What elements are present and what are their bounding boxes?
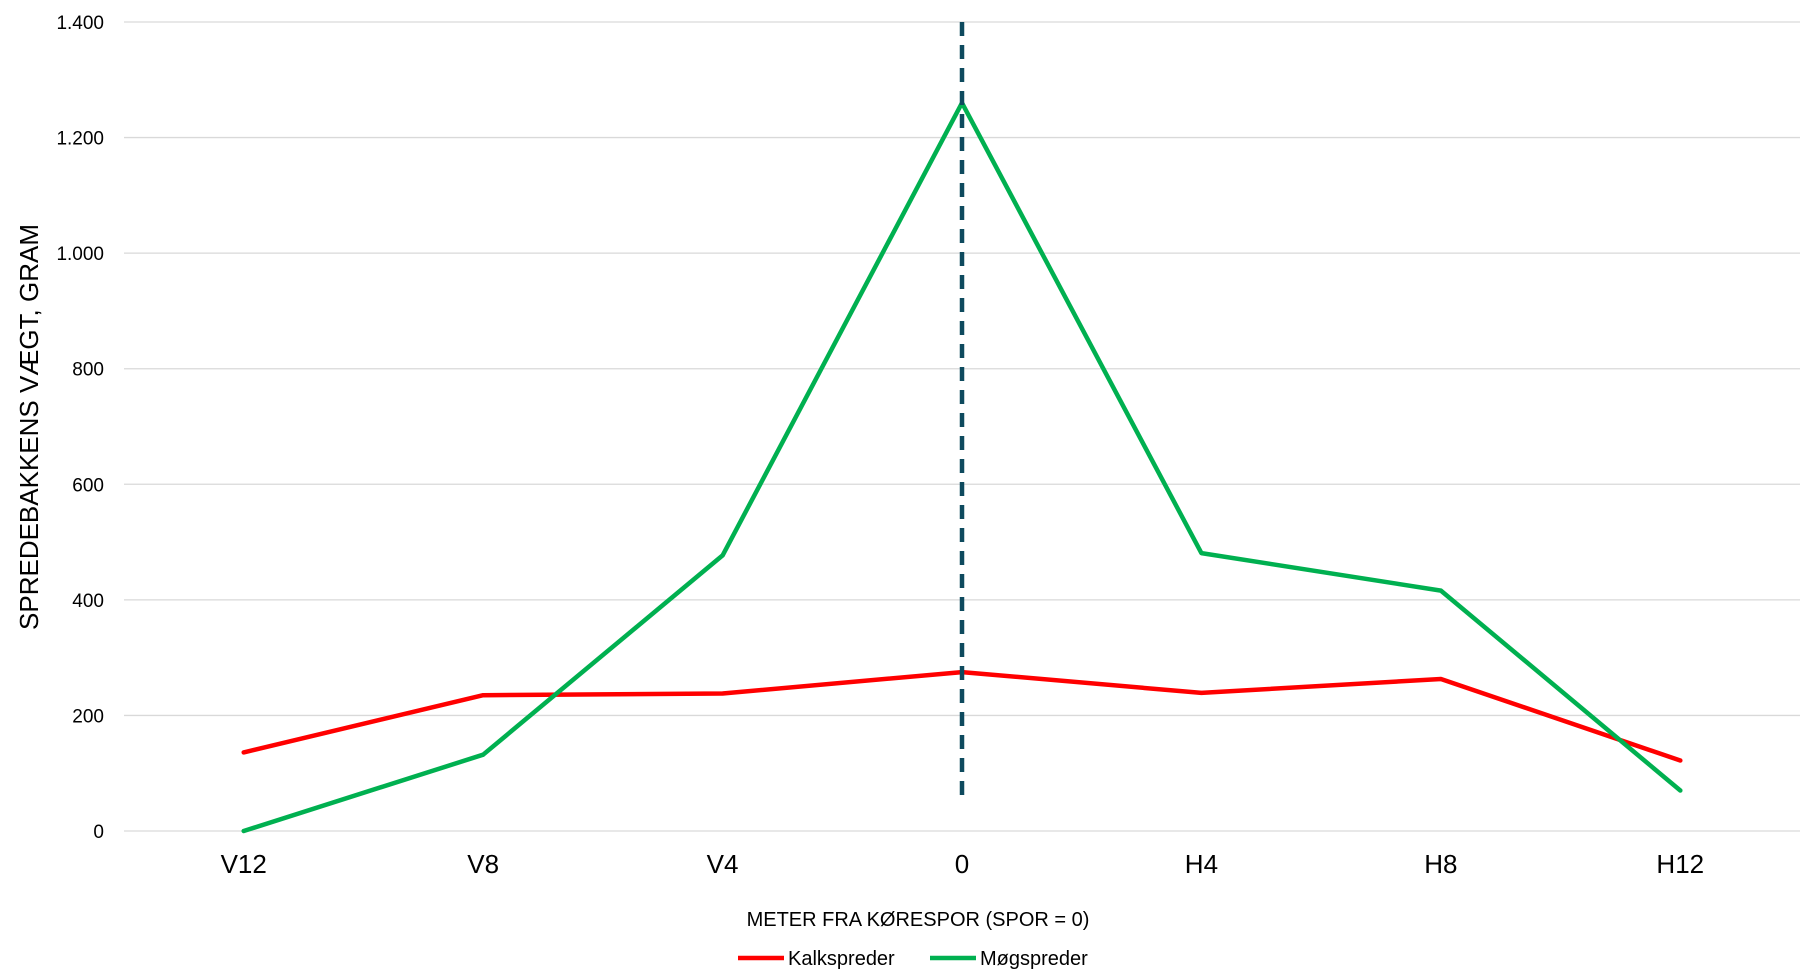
y-tick-label: 200 (72, 706, 104, 727)
x-tick-label: H12 (1656, 849, 1704, 879)
data-point (1438, 677, 1443, 682)
y-tick-label: 1.400 (56, 13, 104, 34)
data-point (1438, 588, 1443, 593)
x-tick-label: V8 (467, 849, 499, 879)
x-tick-label: 0 (955, 849, 969, 879)
data-point (720, 691, 725, 696)
data-point (241, 829, 246, 833)
data-point (1199, 690, 1204, 695)
x-tick-label: V4 (707, 849, 739, 879)
x-tick-label: H8 (1424, 849, 1457, 879)
y-tick-label: 400 (72, 591, 104, 612)
y-tick-label: 1.000 (56, 244, 104, 265)
data-point (241, 750, 246, 755)
y-tick-label: 800 (72, 360, 104, 381)
data-point (720, 553, 725, 558)
x-tick-label: V12 (221, 849, 267, 879)
data-point (1678, 758, 1683, 763)
legend-label: Kalkspreder (788, 948, 895, 970)
legend: Kalkspreder Møgspreder (738, 948, 1088, 970)
y-axis-title: SPREDEBAKKENS VÆGT, GRAM (14, 224, 44, 630)
data-point (1199, 551, 1204, 556)
data-point (1678, 788, 1683, 793)
data-point (481, 693, 486, 698)
x-tick-label: H4 (1185, 849, 1218, 879)
y-axis-ticks: 0 200 400 600 800 1.000 1.200 1.400 (56, 13, 104, 843)
x-axis-title: METER FRA KØRESPOR (SPOR = 0) (747, 909, 1090, 931)
legend-label: Møgspreder (980, 948, 1088, 970)
data-point (481, 752, 486, 757)
y-tick-label: 1.200 (56, 129, 104, 150)
y-tick-label: 600 (72, 475, 104, 496)
y-tick-label: 0 (93, 822, 104, 843)
x-axis-ticks: V12 V8 V4 0 H4 H8 H12 (221, 849, 1705, 879)
